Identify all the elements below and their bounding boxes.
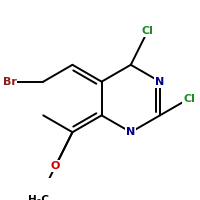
Text: N: N (126, 127, 135, 137)
Text: Br: Br (3, 77, 17, 87)
Text: Cl: Cl (142, 26, 154, 36)
Text: O: O (51, 161, 60, 171)
Text: H₃C: H₃C (28, 195, 49, 200)
Text: N: N (155, 77, 165, 87)
Text: Cl: Cl (183, 94, 195, 104)
